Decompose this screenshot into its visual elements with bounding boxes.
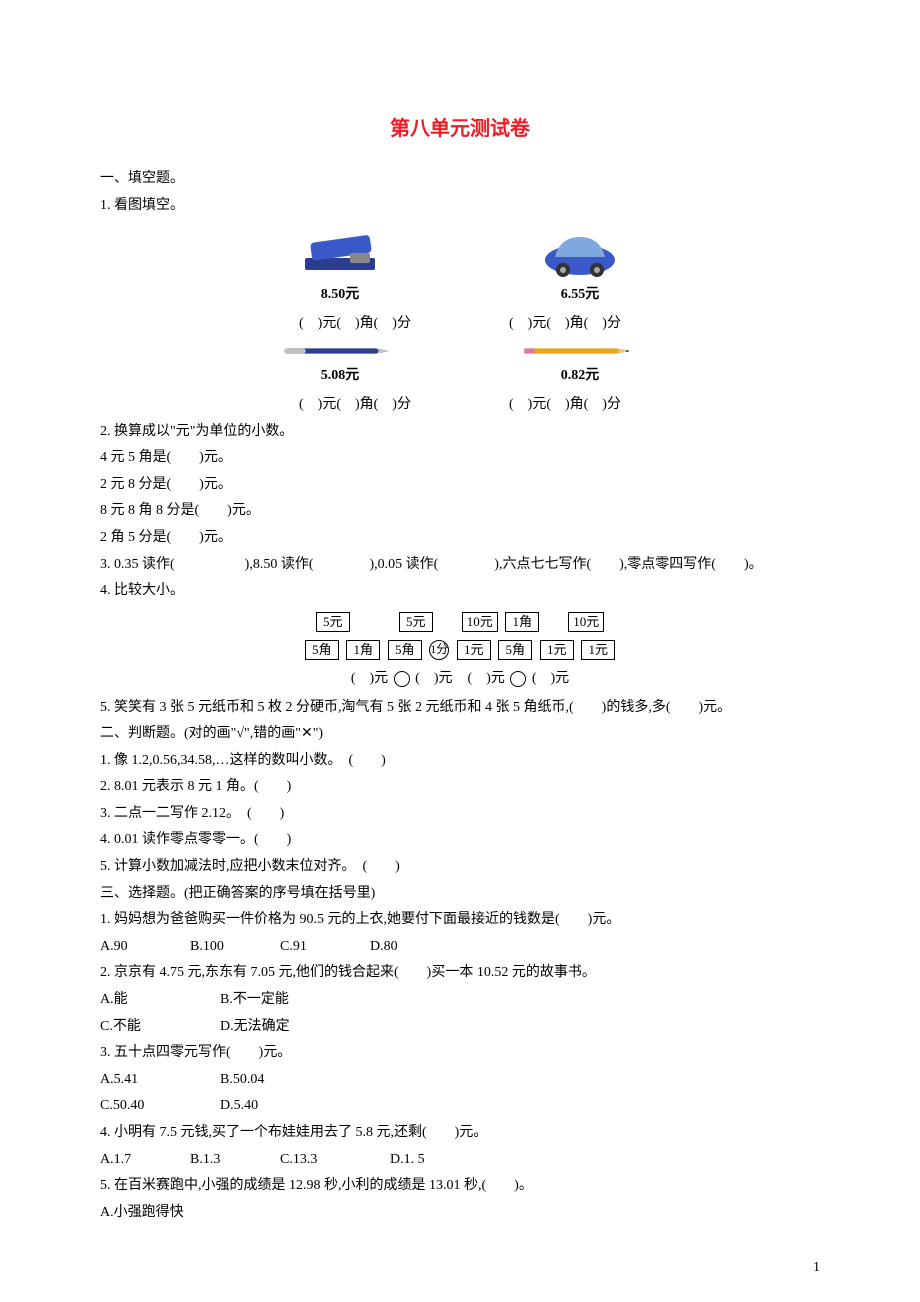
blank-1: ( )元( )角( )分 (255, 311, 455, 338)
money-box: 1角 (505, 612, 539, 632)
blank-2: ( )元( )角( )分 (465, 311, 665, 338)
s3-q4: 4. 小明有 7.5 元钱,买了一个布娃娃用去了 5.8 元,还剩( )元。 (100, 1120, 820, 1147)
compare-circle (510, 671, 526, 687)
s2-q5: 5. 计算小数加减法时,应把小数末位对齐。 ( ) (100, 854, 820, 881)
section2-head: 二、判断题。(对的画"√",错的画"✕") (100, 721, 820, 748)
q4-ans-a: ( )元 (351, 671, 388, 686)
money-coin: 1分 (429, 640, 449, 660)
q5-text: 5. 笑笑有 3 张 5 元纸币和 5 枚 2 分硬币,淘气有 5 张 2 元纸… (100, 695, 820, 722)
s3-q5-a: A.小强跑得快 (100, 1200, 820, 1227)
s3-q2: 2. 京京有 4.75 元,东东有 7.05 元,他们的钱合起来( )买一本 1… (100, 960, 820, 987)
page-title: 第八单元测试卷 (100, 110, 820, 148)
money-box: 1元 (581, 640, 615, 660)
q4-ans-c: ( )元 (468, 671, 505, 686)
q1-text: 1. 看图填空。 (100, 193, 820, 220)
q2-text: 2. 换算成以"元"为单位的小数。 (100, 419, 820, 446)
s2-q2: 2. 8.01 元表示 8 元 1 角。( ) (100, 774, 820, 801)
s3-q2-opts2: C.不能D.无法确定 (100, 1014, 820, 1041)
s2-q1: 1. 像 1.2,0.56,34.58,…这样的数叫小数。 ( ) (100, 748, 820, 775)
s3-q2-opts1: A.能B.不一定能 (100, 987, 820, 1014)
s3-q4-opts: A.1.7B.1.3C.13.3D.1. 5 (100, 1147, 820, 1174)
money-box: 1元 (457, 640, 491, 660)
money-box: 10元 (568, 612, 604, 632)
q2-l2: 2 元 8 分是( )元。 (100, 472, 820, 499)
blank-3: ( )元( )角( )分 (255, 392, 455, 419)
money-box: 1元 (540, 640, 574, 660)
section3-head: 三、选择题。(把正确答案的序号填在括号里) (100, 881, 820, 908)
pencil-icon (520, 341, 640, 361)
s3-q3: 3. 五十点四零元写作( )元。 (100, 1040, 820, 1067)
q1-image-block: 8.50元 6.55元 ( )元( )角( )分 ( )元( )角( )分 (100, 225, 820, 418)
pen-icon (280, 341, 400, 361)
q4-ans-d: ( )元 (532, 671, 569, 686)
s3-q3-opts1: A.5.41B.50.04 (100, 1067, 820, 1094)
q4-money-block: 5元 5元 10元 1角 10元 5角 1角 5角 1分 1元 5角 1元 1元… (100, 609, 820, 693)
money-box: 1角 (346, 640, 380, 660)
s3-q5: 5. 在百米赛跑中,小强的成绩是 12.98 秒,小利的成绩是 13.01 秒,… (100, 1173, 820, 1200)
q2-l4: 2 角 5 分是( )元。 (100, 525, 820, 552)
price-3: 5.08元 (321, 363, 360, 390)
s2-q3: 3. 二点一二写作 2.12。 ( ) (100, 801, 820, 828)
compare-circle (394, 671, 410, 687)
s2-q4: 4. 0.01 读作零点零零一。( ) (100, 827, 820, 854)
money-box: 10元 (462, 612, 498, 632)
stapler-icon (280, 225, 400, 280)
s3-q1: 1. 妈妈想为爸爸购买一件价格为 90.5 元的上衣,她要付下面最接近的钱数是(… (100, 907, 820, 934)
car-icon (520, 225, 640, 280)
price-1: 8.50元 (321, 282, 360, 309)
money-box: 5角 (498, 640, 532, 660)
q4-text: 4. 比较大小。 (100, 578, 820, 605)
page-number: 1 (813, 1255, 820, 1282)
blank-4: ( )元( )角( )分 (465, 392, 665, 419)
q3-text: 3. 0.35 读作( ),8.50 读作( ),0.05 读作( ),六点七七… (100, 552, 820, 579)
price-2: 6.55元 (561, 282, 600, 309)
money-box: 5角 (388, 640, 422, 660)
q2-l1: 4 元 5 角是( )元。 (100, 445, 820, 472)
money-box: 5元 (316, 612, 350, 632)
money-box: 5角 (305, 640, 339, 660)
money-box: 5元 (399, 612, 433, 632)
section1-head: 一、填空题。 (100, 166, 820, 193)
price-4: 0.82元 (561, 363, 600, 390)
s3-q1-opts: A.90B.100C.91D.80 (100, 934, 820, 961)
s3-q3-opts2: C.50.40D.5.40 (100, 1093, 820, 1120)
q4-ans-b: ( )元 (415, 671, 452, 686)
q2-l3: 8 元 8 角 8 分是( )元。 (100, 498, 820, 525)
